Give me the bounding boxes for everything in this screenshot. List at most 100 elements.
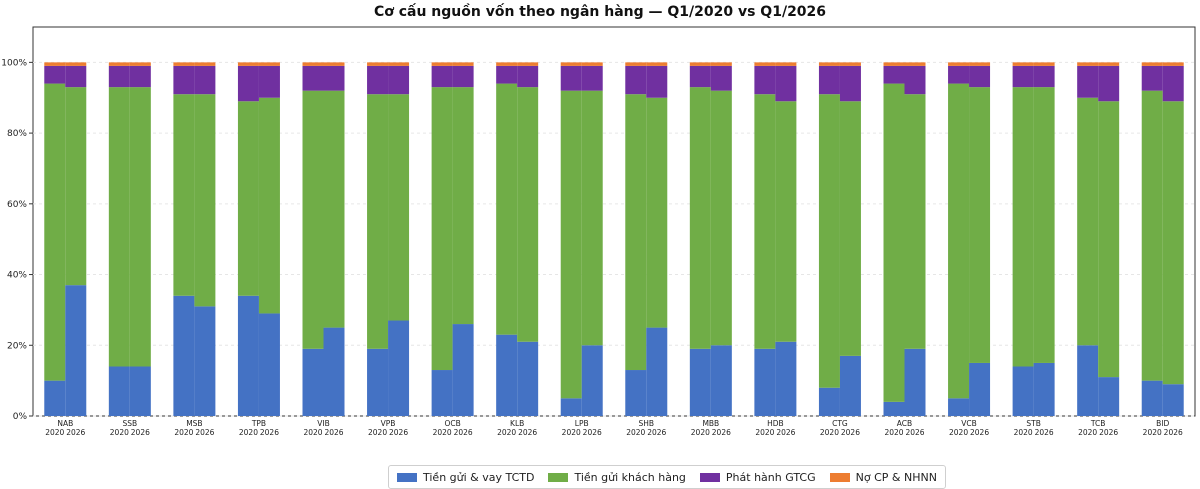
bar-segment — [754, 62, 776, 66]
bar-segment — [1098, 65, 1120, 102]
bar-segment — [1033, 62, 1055, 66]
bar-segment — [108, 366, 130, 416]
bar-segment — [948, 65, 970, 84]
bar-segment — [496, 83, 518, 335]
year-label: 2026 — [905, 428, 924, 437]
year-label: 2020 — [433, 428, 452, 437]
bar-segment — [775, 101, 797, 342]
bar-segment — [452, 62, 474, 66]
y-tick-label: 40% — [7, 271, 27, 281]
category-label: CTG — [832, 419, 848, 428]
bar-segment — [302, 65, 324, 91]
bar-segment — [108, 65, 130, 88]
bar-segment — [1077, 97, 1099, 346]
year-label: 2020 — [884, 428, 903, 437]
bar-segment — [517, 341, 539, 416]
bar-segment — [948, 398, 970, 416]
bar-segment — [839, 355, 861, 416]
category-label: VPB — [381, 419, 396, 428]
bar-segment — [496, 65, 518, 84]
bar-segment — [710, 90, 732, 346]
bar-segment — [302, 90, 324, 349]
legend-item: Tiền gửi & vay TCTD — [397, 471, 534, 484]
bar-segment — [625, 370, 647, 416]
bar-segment — [818, 387, 840, 416]
y-tick-label: 60% — [7, 200, 27, 210]
bar-segment — [108, 62, 130, 66]
bar-segment — [173, 65, 195, 95]
bar-segment — [1141, 62, 1163, 66]
bar-segment — [883, 401, 905, 416]
year-label: 2026 — [195, 428, 214, 437]
bar-segment — [754, 348, 776, 416]
bar-segment — [969, 62, 991, 66]
year-label: 2026 — [518, 428, 537, 437]
category-label: TCB — [1090, 419, 1106, 428]
bar-segment — [904, 94, 926, 349]
year-label: 2026 — [1035, 428, 1054, 437]
year-label: 2026 — [647, 428, 666, 437]
bar-segment — [173, 295, 195, 416]
bar-segment — [1077, 345, 1099, 416]
bar-segment — [302, 62, 324, 66]
legend-item: Tiền gửi khách hàng — [548, 470, 686, 484]
bar-segment — [818, 62, 840, 66]
bar-segment — [1077, 65, 1099, 98]
bar-segment — [44, 65, 66, 84]
year-label: 2026 — [454, 428, 473, 437]
bar-segment — [517, 62, 539, 66]
year-label: 2020 — [820, 428, 839, 437]
bar-segment — [775, 65, 797, 102]
y-tick-label: 80% — [7, 129, 27, 139]
bar-segment — [948, 83, 970, 399]
category-label: NAB — [57, 419, 73, 428]
year-label: 2020 — [691, 428, 710, 437]
bar-segment — [646, 62, 668, 66]
bar-segment — [904, 348, 926, 416]
bar-segment — [258, 65, 280, 98]
category-label: SSB — [122, 419, 137, 428]
year-label: 2020 — [239, 428, 258, 437]
year-label: 2020 — [949, 428, 968, 437]
legend-label: Tiền gửi khách hàng — [574, 470, 686, 484]
bar-segment — [65, 285, 87, 416]
bar-segment — [237, 65, 259, 102]
year-label: 2020 — [174, 428, 193, 437]
bar-segment — [560, 62, 582, 66]
bar-segment — [323, 327, 345, 416]
bar-segment — [581, 62, 603, 66]
bar-segment — [496, 62, 518, 66]
category-label: BID — [1156, 419, 1169, 428]
bar-segment — [646, 327, 668, 416]
bar-segment — [625, 62, 647, 66]
bar-segment — [323, 62, 345, 66]
y-tick-label: 100% — [1, 58, 27, 68]
bar-segment — [625, 94, 647, 371]
year-label: 2026 — [66, 428, 85, 437]
bar-segment — [1033, 362, 1055, 416]
bar-segment — [323, 90, 345, 328]
bar-segment — [1098, 377, 1120, 416]
bar-segment — [65, 87, 87, 286]
category-label: MSB — [186, 419, 202, 428]
bar-segment — [775, 341, 797, 416]
year-label: 2020 — [45, 428, 64, 437]
bar-segment — [818, 94, 840, 388]
bar-segment — [560, 398, 582, 416]
year-label: 2020 — [303, 428, 322, 437]
bar-segment — [44, 83, 66, 381]
bar-segment — [710, 62, 732, 66]
legend-label: Tiền gửi & vay TCTD — [423, 470, 535, 484]
bar-segment — [1141, 90, 1163, 381]
year-label: 2020 — [1014, 428, 1033, 437]
bar-segment — [44, 380, 66, 416]
bar-segment — [689, 62, 711, 66]
bar-segment — [367, 65, 389, 95]
bar-segment — [388, 94, 410, 321]
year-label: 2026 — [389, 428, 408, 437]
bar-segment — [754, 65, 776, 95]
bar-segment — [258, 62, 280, 66]
year-label: 2020 — [497, 428, 516, 437]
bar-segment — [904, 65, 926, 95]
